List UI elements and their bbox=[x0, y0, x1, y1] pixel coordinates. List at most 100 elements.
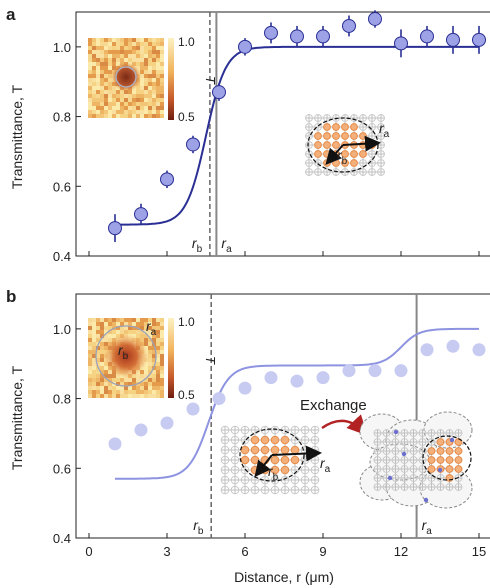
panel-a-schematic-ra: ra bbox=[379, 120, 390, 140]
inset-pixel bbox=[144, 54, 148, 58]
lattice-site bbox=[290, 425, 300, 435]
inset-pixel bbox=[100, 354, 104, 358]
lattice-site bbox=[409, 483, 418, 491]
lattice-site bbox=[220, 485, 230, 495]
data-point bbox=[186, 402, 200, 416]
inset-pixel bbox=[128, 318, 132, 322]
xtick-label: 3 bbox=[163, 544, 170, 559]
inset-pixel bbox=[96, 102, 100, 106]
inset-pixel bbox=[128, 390, 132, 394]
inset-pixel bbox=[108, 378, 112, 382]
inset-pixel bbox=[152, 374, 156, 378]
inset-pixel bbox=[92, 70, 96, 74]
lattice-site bbox=[391, 483, 400, 491]
lattice-site bbox=[373, 456, 382, 464]
inset-pixel bbox=[100, 50, 104, 54]
lattice-site bbox=[427, 438, 436, 446]
inset-pixel bbox=[148, 82, 152, 86]
inset-pixel bbox=[100, 358, 104, 362]
inset-pixel bbox=[96, 362, 100, 366]
inset-pixel bbox=[96, 378, 100, 382]
lattice-site bbox=[427, 474, 436, 482]
inset-pixel bbox=[144, 394, 148, 398]
inset-pixel bbox=[96, 318, 100, 322]
ytick-label: 1.0 bbox=[53, 40, 71, 55]
inset-pixel bbox=[96, 74, 100, 78]
lattice-site bbox=[250, 445, 260, 455]
inset-pixel bbox=[88, 82, 92, 86]
inset-pixel bbox=[92, 90, 96, 94]
inset-pixel bbox=[152, 110, 156, 114]
inset-pixel bbox=[144, 382, 148, 386]
inset-pixel bbox=[120, 390, 124, 394]
inset-pixel bbox=[160, 82, 164, 86]
panel-b-inset-ra: ra bbox=[146, 318, 157, 338]
exchange-ellipse bbox=[422, 435, 472, 481]
inset-pixel bbox=[112, 86, 116, 90]
inset-pixel bbox=[104, 318, 108, 322]
inset-pixel bbox=[152, 38, 156, 42]
inset-pixel bbox=[132, 326, 136, 330]
inset-pixel bbox=[144, 334, 148, 338]
inset-pixel bbox=[136, 62, 140, 66]
inset-pixel bbox=[152, 350, 156, 354]
data-point bbox=[368, 364, 382, 378]
inset-pixel bbox=[156, 54, 160, 58]
inset-pixel bbox=[132, 378, 136, 382]
xtick-label: 6 bbox=[241, 544, 248, 559]
inset-pixel bbox=[152, 94, 156, 98]
inset-pixel bbox=[128, 386, 132, 390]
inset-pixel bbox=[88, 86, 92, 90]
inset-pixel bbox=[100, 378, 104, 382]
inset-pixel bbox=[120, 110, 124, 114]
inset-pixel bbox=[96, 114, 100, 118]
inset-pixel bbox=[128, 90, 132, 94]
ytick-label: 0.8 bbox=[53, 392, 71, 407]
lattice-site bbox=[323, 150, 331, 158]
panel-a: a Transmittance, T 0.40.60.81.0 rb ra 1.0… bbox=[6, 5, 490, 264]
inset-pixel bbox=[96, 70, 100, 74]
inset-pixel bbox=[132, 394, 136, 398]
lattice-site bbox=[260, 435, 270, 445]
lattice-site bbox=[418, 447, 427, 455]
lattice-site bbox=[230, 425, 240, 435]
inset-pixel bbox=[104, 366, 108, 370]
inset-pixel bbox=[96, 334, 100, 338]
inset-pixel bbox=[116, 322, 120, 326]
inset-pixel bbox=[100, 346, 104, 350]
data-point bbox=[316, 29, 330, 44]
inset-pixel bbox=[132, 98, 136, 102]
inset-pixel bbox=[104, 394, 108, 398]
ytick-label: 1.0 bbox=[53, 322, 71, 337]
inset-pixel bbox=[132, 50, 136, 54]
inset-pixel bbox=[100, 42, 104, 46]
panel-b-exchange-label: Exchange bbox=[300, 397, 367, 414]
inset-pixel bbox=[120, 114, 124, 118]
inset-pixel bbox=[104, 386, 108, 390]
lattice-site bbox=[220, 475, 230, 485]
inset-pixel bbox=[140, 378, 144, 382]
inset-pixel bbox=[92, 322, 96, 326]
inset-pixel bbox=[88, 46, 92, 50]
inset-pixel bbox=[120, 38, 124, 42]
inset-pixel bbox=[112, 110, 116, 114]
inset-pixel bbox=[148, 370, 152, 374]
lattice-site bbox=[409, 429, 418, 437]
inset-pixel bbox=[124, 378, 128, 382]
inset-pixel bbox=[116, 62, 120, 66]
inset-pixel bbox=[148, 66, 152, 70]
inset-pixel bbox=[112, 50, 116, 54]
inset-pixel bbox=[136, 106, 140, 110]
lattice-site bbox=[314, 132, 322, 140]
inset-pixel bbox=[96, 370, 100, 374]
inset-pixel bbox=[108, 66, 112, 70]
panel-a-lattice-schematic: ra rb bbox=[305, 114, 390, 176]
inset-pixel bbox=[156, 378, 160, 382]
inset-pixel bbox=[100, 66, 104, 70]
inset-pixel bbox=[100, 98, 104, 102]
inset-pixel bbox=[116, 390, 120, 394]
inset-pixel bbox=[108, 78, 112, 82]
inset-pixel bbox=[160, 358, 164, 362]
inset-pixel bbox=[140, 50, 144, 54]
inset-pixel bbox=[148, 382, 152, 386]
